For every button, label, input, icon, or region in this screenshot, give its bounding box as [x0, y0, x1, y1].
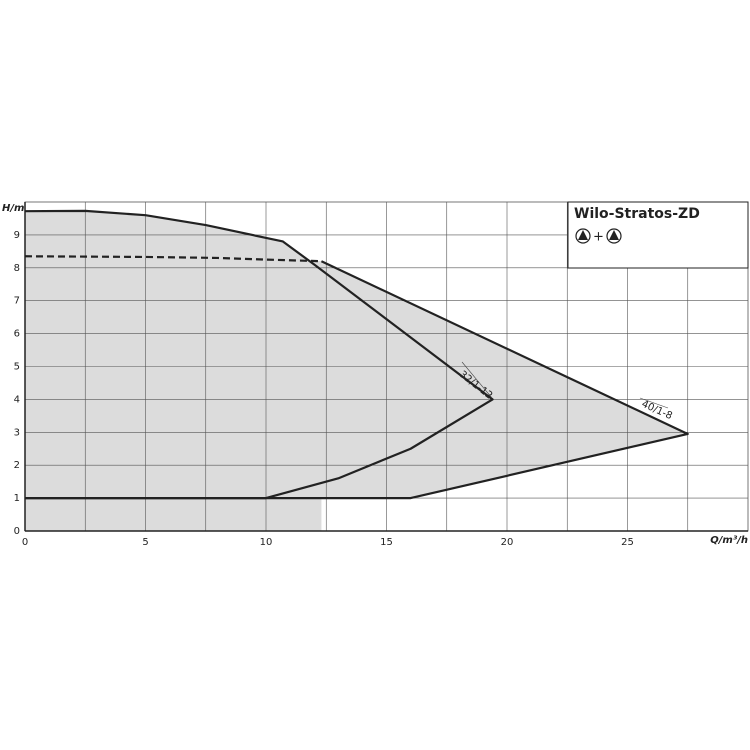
pump-icon-triangle	[578, 230, 588, 240]
curve	[24, 209, 494, 500]
x-tick-label: 5	[142, 537, 148, 548]
legend-title: Wilo-Stratos-ZD	[574, 206, 700, 222]
y-tick-label: 6	[14, 329, 20, 340]
curve	[24, 255, 322, 263]
x-tick-label: 25	[621, 537, 634, 548]
area-fill	[25, 256, 688, 499]
y-tick-label: 0	[14, 526, 20, 537]
x-tick-label: 15	[380, 537, 393, 548]
y-tick-label: 4	[14, 394, 20, 405]
y-tick-label: 1	[14, 493, 20, 504]
y-tick-label: 3	[14, 427, 20, 438]
y-tick-label: 7	[14, 296, 20, 307]
y-tick-label: 5	[14, 362, 20, 373]
x-tick-label: 10	[260, 537, 273, 548]
x-tick-label: 0	[22, 537, 28, 548]
y-tick-label: 2	[14, 460, 20, 471]
y-tick-label: 9	[14, 230, 20, 241]
legend-box	[567, 201, 749, 269]
pump-icon-triangle	[609, 230, 619, 240]
x-tick-label: 20	[501, 537, 514, 548]
x-axis-label: Q/m³/h	[710, 535, 748, 546]
y-tick-label: 8	[14, 263, 20, 274]
curve	[25, 260, 689, 500]
leader-line	[461, 361, 493, 399]
leader-line	[639, 397, 669, 409]
legend-symbol: +	[593, 230, 604, 245]
y-axis-label: H/m	[2, 203, 24, 214]
